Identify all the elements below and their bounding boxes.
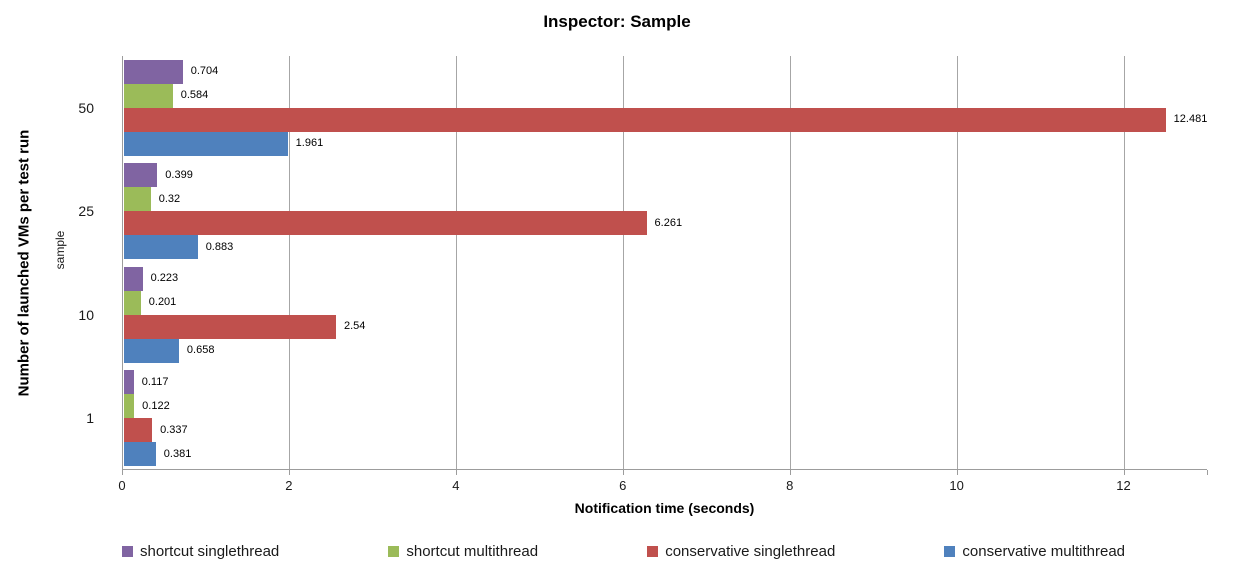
bar <box>124 266 143 291</box>
bar-value-label: 6.261 <box>654 216 683 229</box>
legend-swatch <box>647 545 659 557</box>
bar-value-label: 0.201 <box>148 296 177 309</box>
plot-area: 0.704 0.584 12.481 1.961 0.399 0.32 6.261 0.883… <box>122 56 1207 470</box>
x-tick-mark <box>1123 470 1125 475</box>
bar <box>124 370 134 395</box>
bar <box>124 131 288 156</box>
bar-value-label: 0.584 <box>180 89 209 102</box>
x-tick-label: 0 <box>118 478 126 493</box>
legend-item: shortcut multithread <box>388 543 538 560</box>
x-tick-label: 10 <box>949 478 964 493</box>
legend-label: conservative singlethread <box>665 542 836 560</box>
bar-value-label: 1.961 <box>295 137 324 150</box>
bar-value-label: 0.223 <box>150 272 179 285</box>
bar-value-label: 0.883 <box>205 240 234 253</box>
category-label: 25 <box>78 203 94 220</box>
gridline <box>623 56 625 469</box>
bar <box>124 235 198 260</box>
x-tick-mark <box>789 470 791 475</box>
bar-value-label: 0.32 <box>158 192 181 205</box>
legend-item: conservative singlethread <box>647 543 835 560</box>
legend-item: conservative multithread <box>944 543 1125 560</box>
gridline <box>289 56 291 469</box>
bar <box>124 314 336 339</box>
legend-label: conservative multithread <box>962 542 1125 560</box>
x-tick-mark <box>956 470 958 475</box>
bar <box>124 187 151 212</box>
legend-swatch <box>944 545 956 557</box>
category-label: 10 <box>78 306 94 323</box>
x-tick-label: 2 <box>285 478 293 493</box>
bar <box>124 442 156 467</box>
legend-label: shortcut singlethread <box>140 542 280 560</box>
legend-item: shortcut singlethread <box>122 543 279 560</box>
bar-value-label: 0.337 <box>160 423 188 436</box>
gridline <box>790 56 792 469</box>
gridline <box>957 56 959 469</box>
x-tick-mark <box>455 470 457 475</box>
bar <box>124 338 179 363</box>
gridline <box>456 56 458 469</box>
legend-swatch <box>122 545 133 557</box>
x-tick-label: 8 <box>786 478 794 493</box>
bar <box>124 211 647 236</box>
bar-value-label: 0.658 <box>186 344 215 357</box>
legend-label: shortcut multithread <box>406 542 539 560</box>
bar-value-label: 2.54 <box>343 320 366 333</box>
x-tick-label: 12 <box>1116 478 1131 493</box>
bar <box>124 163 158 188</box>
bar <box>124 59 183 84</box>
bar-value-label: 0.122 <box>142 399 170 412</box>
category-label: 50 <box>78 99 94 116</box>
bar <box>124 83 173 108</box>
bar-value-label: 0.381 <box>163 447 192 460</box>
bar-value-label: 0.704 <box>190 65 219 78</box>
bar <box>124 418 153 443</box>
x-tick-mark <box>622 470 624 475</box>
bar-value-label: 0.399 <box>165 168 193 181</box>
bar-value-label: 0.117 <box>141 375 169 388</box>
x-axis-title: Notification time (seconds) <box>574 500 755 516</box>
chart-title: Inspector: Sample <box>543 12 691 31</box>
legend: shortcut singlethread shortcut multithrea… <box>122 537 1125 565</box>
category-label: 1 <box>86 410 94 427</box>
bar <box>124 394 135 419</box>
x-tick-label: 6 <box>619 478 627 493</box>
x-tick-mark <box>1207 470 1208 475</box>
x-tick-mark <box>288 470 290 475</box>
bar <box>124 107 1166 132</box>
legend-swatch <box>388 545 400 557</box>
gridline <box>1124 56 1126 469</box>
x-tick-mark <box>122 470 123 475</box>
bar-value-label: 12.481 <box>1173 113 1208 126</box>
x-tick-label: 4 <box>452 478 460 493</box>
bar <box>124 290 141 315</box>
